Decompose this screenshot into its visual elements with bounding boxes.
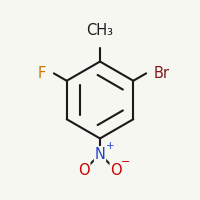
Text: N: N (95, 147, 105, 162)
Text: −: − (121, 157, 130, 167)
Text: O: O (78, 163, 90, 178)
Text: +: + (106, 141, 114, 151)
Text: Br: Br (154, 66, 170, 81)
Text: CH₃: CH₃ (86, 23, 114, 38)
Text: O: O (110, 163, 122, 178)
Text: F: F (38, 66, 46, 81)
